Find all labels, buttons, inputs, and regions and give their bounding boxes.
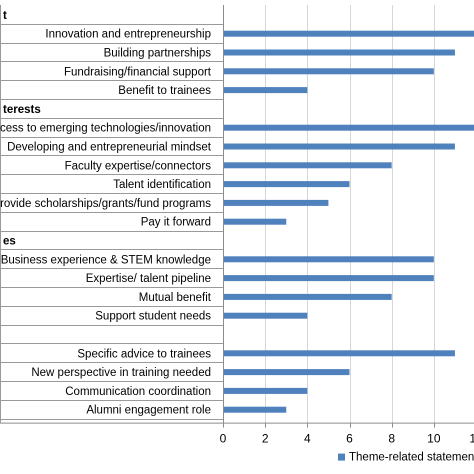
bar [223,275,434,282]
bar [223,181,350,188]
x-tick-label: 10 [427,432,441,446]
x-tick-label: 8 [388,432,395,446]
bar [223,312,308,319]
category-label: rovide scholarships/grants/fund programs [0,198,211,210]
category-label: Business experience & STEM knowledge [1,254,211,266]
bar [223,199,329,206]
bar [223,350,455,357]
bar [223,293,392,300]
x-tick-label: 0 [220,432,227,446]
bar [223,30,474,37]
x-tick-label: 4 [304,432,311,446]
group-header: t [3,10,7,22]
category-label: Benefit to trainees [118,85,211,97]
category-label: Pay it forward [141,217,211,229]
category-label: New perspective in training needed [31,367,211,379]
category-label: Building partnerships [104,48,212,60]
x-tick-label: 2 [262,432,269,446]
bar [223,87,308,94]
x-tick-label: 6 [346,432,353,446]
category-label: Specific advice to trainees [77,348,211,360]
category-label: Faculty expertise/connectors [65,160,212,172]
bar [223,218,287,225]
bar [223,406,287,413]
bar [223,256,434,263]
bar [223,49,455,56]
legend-label: Theme-related statements [349,452,474,464]
bar [223,68,434,75]
category-label: Alumni engagement role [86,405,211,417]
category-label: ccess to emerging technologies/innovatio… [0,123,211,135]
category-label: Communication coordination [65,386,211,398]
category-label: Expertise/ talent pipeline [86,273,211,285]
legend-swatch [338,453,345,461]
bar [223,124,474,131]
bar [223,162,392,169]
bar [223,143,455,150]
bar [223,369,350,376]
category-label: Talent identification [113,179,211,191]
category-label: Developing and entrepreneurial mindset [7,142,212,154]
bar [223,387,308,394]
category-label: Mutual benefit [139,292,212,304]
group-header: terests [3,104,41,116]
group-header: es [3,236,16,248]
category-label: Fundraising/financial support [64,66,212,78]
category-label: Support student needs [95,311,211,323]
category-label: Innovation and entrepreneurship [45,29,211,41]
x-tick-label: 12 [469,432,474,446]
